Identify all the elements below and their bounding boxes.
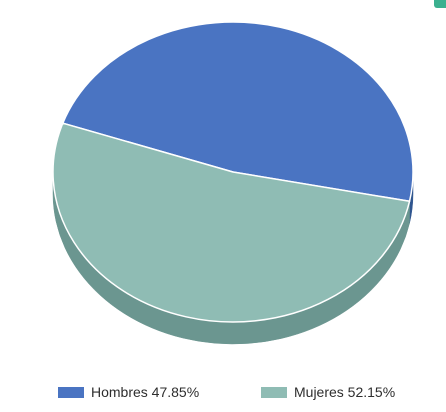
pie-slice-hombres <box>62 21 414 203</box>
chart-legend: Hombres 47.85% Mujeres 52.15% <box>0 381 446 403</box>
pie-slice-mujeres <box>52 122 411 323</box>
legend-label-hombres: Hombres 47.85% <box>91 384 200 400</box>
legend-item-hombres: Hombres 47.85% <box>58 381 199 403</box>
legend-swatch-hombres <box>58 386 84 398</box>
legend-label-mujeres: Mujeres 52.15% <box>294 384 396 400</box>
corner-accent-tab <box>434 0 446 8</box>
legend-swatch-mujeres <box>261 386 287 398</box>
legend-item-mujeres: Mujeres 52.15% <box>261 381 395 403</box>
